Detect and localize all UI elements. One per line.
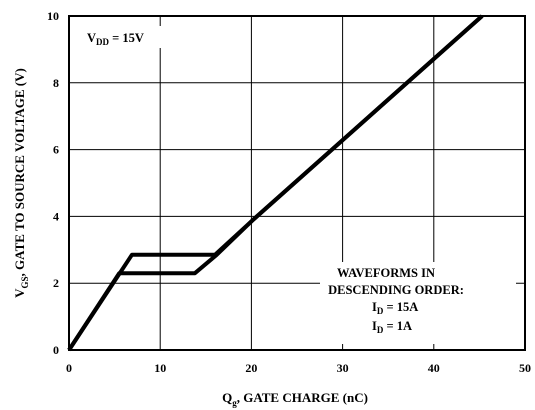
waveform-order-annotation: WAVEFORMS IN DESCENDING ORDER: ID = 15A … [320, 262, 516, 344]
id-15a-label: ID = 15A [372, 300, 418, 316]
x-tick-label: 20 [245, 361, 257, 375]
tick-labels: 0 10 20 30 40 50 0 2 4 6 8 10 [47, 9, 531, 375]
series-line-2 [67, 14, 484, 352]
x-tick-label: 10 [154, 361, 166, 375]
y-tick-label: 8 [53, 76, 59, 90]
y-axis-title: VGS, GATE TO SOURCE VOLTAGE (V) [12, 68, 30, 298]
grid [69, 16, 525, 350]
x-tick-label: 40 [428, 361, 440, 375]
y-tick-label: 4 [53, 209, 59, 223]
x-axis-title: Qg, GATE CHARGE (nC) [222, 390, 368, 408]
y-tick-label: 6 [53, 143, 59, 157]
y-tick-label: 0 [53, 343, 59, 357]
vdd-annotation-background [82, 26, 162, 48]
waveform-annotation-background [320, 262, 516, 344]
waveforms-line-2: DESCENDING ORDER: [328, 283, 464, 297]
vdd-annotation: VDD = 15V [82, 26, 162, 48]
x-tick-label: 50 [519, 361, 531, 375]
x-tick-label: 30 [337, 361, 349, 375]
series-group [67, 14, 484, 352]
y-tick-label: 2 [53, 276, 59, 290]
vdd-label: VDD = 15V [87, 31, 144, 47]
plot-frame [68, 15, 526, 351]
waveforms-line-1: WAVEFORMS IN [337, 266, 435, 280]
id-1a-label: ID = 1A [372, 319, 412, 335]
x-tick-label: 0 [66, 361, 72, 375]
y-tick-label: 10 [47, 9, 59, 23]
